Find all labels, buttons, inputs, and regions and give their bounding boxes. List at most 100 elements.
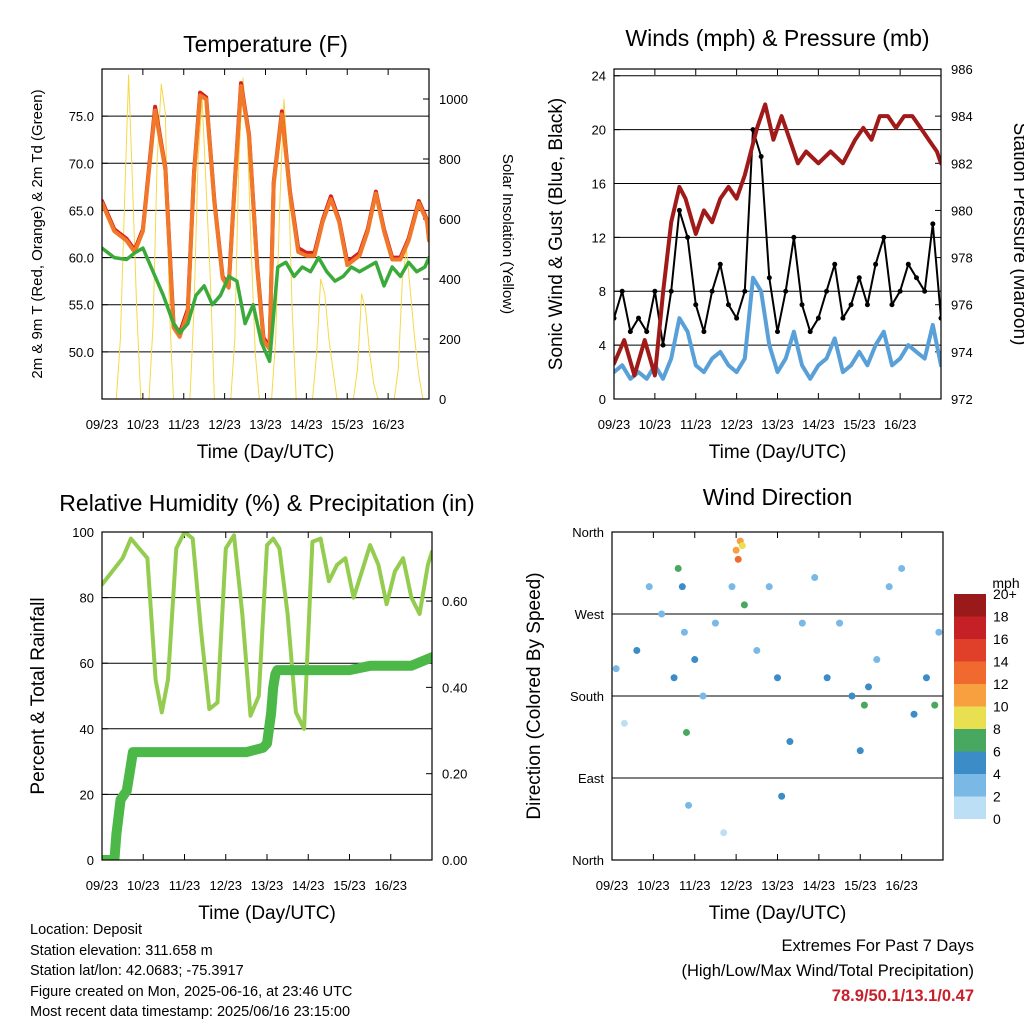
latlon-text: Station lat/lon: 42.0683; -75.3917 [30,963,244,979]
y-tick-label: 20 [592,123,606,138]
chart-panel-1: Temperature (F) 50.0 55.0 60.0 65.0 70.0 75.0 0… [29,31,516,463]
y-tick-label: 0 [87,853,94,868]
y-tick-label: 60.0 [69,251,94,266]
y-right-axis-label: Station Pressure (Maroon) [1009,123,1024,346]
x-axis-label: Time (Day/UTC) [709,442,847,463]
direction-point [811,574,819,582]
y-right-tick-label: 200 [439,332,461,347]
plot-frame [101,531,433,861]
colorbar-label: 8 [993,721,1001,737]
y-tick-label: 12 [592,230,606,245]
direction-point [856,747,864,755]
direction-point [674,564,682,572]
gust-point [636,315,642,321]
series-line-9m-t [102,84,429,351]
y-right-tick-label: 600 [439,212,461,227]
gust-point [717,261,723,267]
colorbar-label: 0 [993,811,1001,827]
location-text: Location: Deposit [30,922,143,938]
gust-point [897,288,903,294]
x-tick-label: 09/23 [86,878,119,893]
y-tick-label: South [570,689,604,704]
y-right-axis-label: Solar Insolation (Yellow) [499,154,516,314]
direction-point [734,555,742,563]
gust-point [881,234,887,240]
colorbar-label: 20+ [993,586,1017,602]
direction-point [823,674,831,682]
x-tick-label: 16/23 [374,878,407,893]
y-tick-label: 4 [599,338,606,353]
direction-point [848,692,856,700]
x-tick-label: 14/23 [803,878,836,893]
chart-panel-4: Wind Direction North East South West North 09/… [524,484,944,924]
gust-point [832,261,838,267]
direction-point [753,646,761,654]
plot-frame [613,68,942,400]
x-tick-label: 12/23 [720,878,753,893]
y-tick-label: 40 [80,722,94,737]
colorbar-swatch [954,616,986,639]
y-tick-label: 80 [80,591,94,606]
x-tick-label: 10/23 [127,878,160,893]
colorbar-label: 16 [993,631,1009,647]
gust-point [807,329,813,335]
y-right-tick-label: 978 [951,251,973,266]
direction-point [670,674,678,682]
y-right-tick-label: 800 [439,152,461,167]
direction-point [910,710,918,718]
direction-point [860,701,868,709]
colorbar-swatch [954,729,986,752]
colorbar-label: 2 [993,789,1001,805]
y-tick-label: North [572,525,604,540]
station-info: Location: Deposit Station elevation: 311… [30,920,352,1023]
gust-point [840,315,846,321]
x-tick-label: 15/23 [331,417,364,432]
colorbar-label: 4 [993,766,1001,782]
chart-title: Temperature (F) [183,31,348,57]
gust-point [889,302,895,308]
y-right-tick-label: 976 [951,298,973,313]
direction-point [931,701,939,709]
gust-point [799,302,805,308]
direction-point [836,619,844,627]
y-tick-label: West [575,607,605,622]
x-tick-label: 13/23 [249,417,282,432]
x-tick-label: 09/23 [596,878,629,893]
y-right-tick-label: 0.00 [442,853,467,868]
colorbar-swatch [954,661,986,684]
direction-point [645,583,653,591]
y-right-tick-label: 0.20 [442,767,467,782]
gust-point [783,288,789,294]
direction-point [711,619,719,627]
direction-point [728,583,736,591]
y-tick-label: 55.0 [69,298,94,313]
plot-area [612,537,943,837]
gust-point [725,302,731,308]
x-tick-label: 14/23 [290,417,323,432]
colorbar-title: mph [992,575,1019,591]
colorbar-label: 6 [993,744,1001,760]
gust-point [873,261,879,267]
gust-point [864,302,870,308]
y-tick-label: 50.0 [69,345,94,360]
y-right-tick-label: 980 [951,203,973,218]
gust-point [824,288,830,294]
gust-point [614,315,617,321]
colorbar-swatch [954,774,986,797]
direction-point [798,619,806,627]
x-tick-label: 15/23 [844,878,877,893]
x-tick-label: 14/23 [802,417,835,432]
y-tick-label: 75.0 [69,109,94,124]
plot-area [102,532,432,860]
extremes-title: Extremes For Past 7 Days [781,937,974,955]
gust-point [709,288,715,294]
y-tick-label: 0 [599,392,606,407]
gust-point [848,302,854,308]
y-tick-label: East [578,771,604,786]
gust-point [930,221,936,227]
y-tick-label: North [572,853,604,868]
colorbar-label: 12 [993,676,1009,692]
direction-point [865,683,873,691]
x-tick-label: 16/23 [372,417,405,432]
